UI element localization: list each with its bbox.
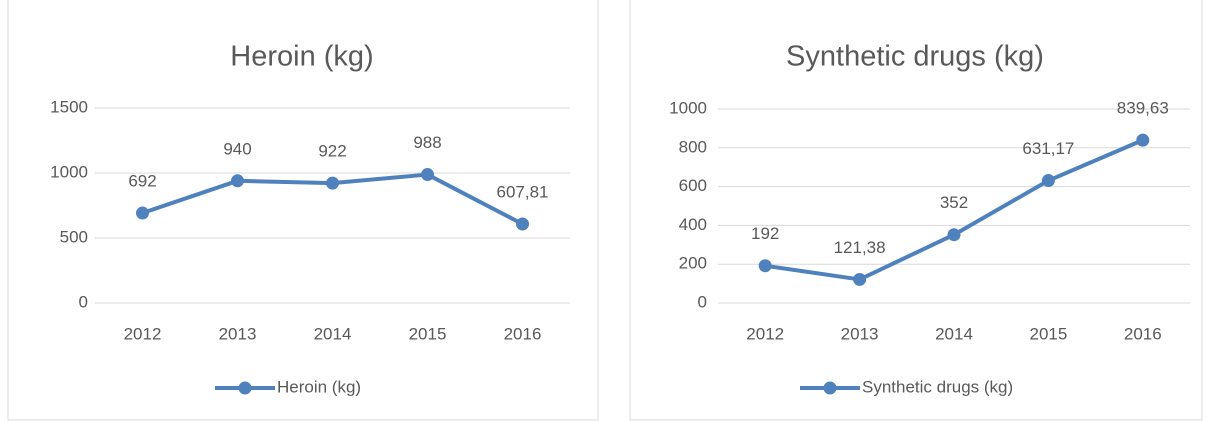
point <box>136 206 149 220</box>
x-tick-label: 2016 <box>504 324 542 343</box>
data-label: 607,81 <box>497 182 549 201</box>
data-label: 352 <box>940 193 968 212</box>
data-label: 940 <box>223 139 251 158</box>
chart-title: Heroin (kg) <box>230 41 373 73</box>
data-label: 631,17 <box>1022 139 1074 158</box>
x-tick-label: 2015 <box>409 324 447 343</box>
data-label: 121,38 <box>834 238 886 257</box>
chart-title: Synthetic drugs (kg) <box>786 41 1044 73</box>
x-tick-label: 2012 <box>746 324 784 343</box>
y-tick-label: 0 <box>79 292 88 311</box>
x-tick-label: 2013 <box>841 324 879 343</box>
data-label: 692 <box>128 172 156 191</box>
point <box>231 174 244 188</box>
y-tick-label: 1000 <box>50 162 88 181</box>
point <box>516 217 529 231</box>
point <box>326 176 339 190</box>
point <box>1136 133 1150 147</box>
data-label: 988 <box>413 133 441 152</box>
legend-marker <box>823 381 837 395</box>
x-tick-label: 2014 <box>935 324 973 343</box>
y-tick-label: 1000 <box>669 98 707 117</box>
y-tick-label: 400 <box>679 215 707 234</box>
data-label: 192 <box>751 224 779 243</box>
x-tick-label: 2013 <box>219 324 257 343</box>
chart-frame <box>629 0 1203 421</box>
y-tick-label: 1500 <box>50 97 88 116</box>
legend-label: Synthetic drugs (kg) <box>862 377 1013 396</box>
data-label: 839,63 <box>1117 99 1169 118</box>
y-tick-label: 500 <box>60 227 88 246</box>
x-tick-label: 2014 <box>314 324 352 343</box>
y-tick-label: 0 <box>698 292 707 311</box>
point <box>421 168 434 182</box>
y-tick-label: 200 <box>679 254 707 273</box>
x-tick-label: 2015 <box>1029 324 1067 343</box>
y-tick-label: 600 <box>679 176 707 195</box>
point <box>758 259 772 273</box>
y-tick-label: 800 <box>679 137 707 156</box>
legend-label: Heroin (kg) <box>277 377 361 396</box>
x-tick-label: 2016 <box>1124 324 1162 343</box>
data-label: 922 <box>318 142 346 161</box>
point <box>1041 174 1055 188</box>
x-tick-label: 2012 <box>124 324 162 343</box>
point <box>853 272 867 286</box>
legend-marker <box>238 381 252 395</box>
point <box>947 228 961 242</box>
